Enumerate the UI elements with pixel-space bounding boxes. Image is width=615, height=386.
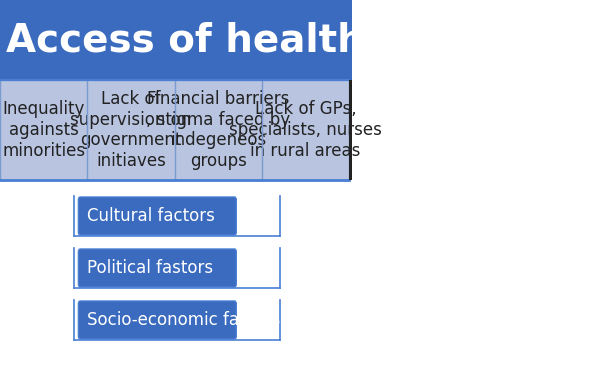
FancyBboxPatch shape <box>0 0 352 80</box>
FancyBboxPatch shape <box>78 197 236 235</box>
Text: Political fastors: Political fastors <box>87 259 213 277</box>
Text: Socio-economic factors: Socio-economic factors <box>87 311 280 329</box>
Text: Lack of
supervision on
government
initiaves: Lack of supervision on government initia… <box>70 90 191 170</box>
FancyBboxPatch shape <box>78 249 236 287</box>
FancyBboxPatch shape <box>0 80 349 180</box>
Text: Cultural factors: Cultural factors <box>87 207 215 225</box>
Text: Lack of GPs,
specialists, nurses
in rural areas: Lack of GPs, specialists, nurses in rura… <box>229 100 382 160</box>
Text: Access of health care in Austarlia: Access of health care in Austarlia <box>6 21 615 59</box>
Text: Financial barriers
, stigma faced by
indegeneos
groups: Financial barriers , stigma faced by ind… <box>146 90 290 170</box>
FancyBboxPatch shape <box>349 80 352 180</box>
Text: Inequality
againsts
minorities: Inequality againsts minorities <box>2 100 85 160</box>
FancyBboxPatch shape <box>78 301 236 339</box>
